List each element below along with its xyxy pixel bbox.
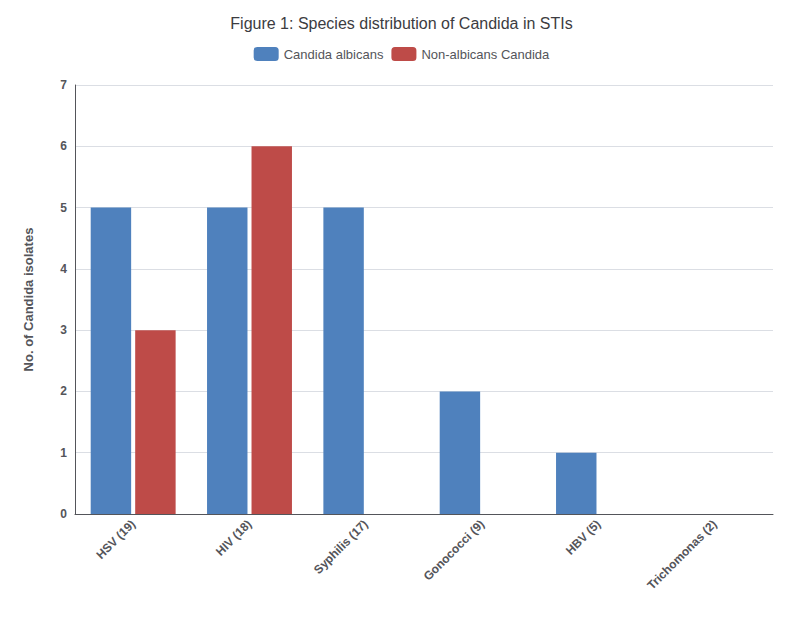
svg-text:Trichomonas (2): Trichomonas (2) — [644, 517, 719, 592]
svg-text:0: 0 — [60, 507, 67, 521]
svg-text:No. of Candida isolates: No. of Candida isolates — [21, 228, 36, 372]
svg-text:6: 6 — [60, 139, 67, 153]
svg-text:7: 7 — [60, 78, 67, 92]
svg-text:HBV (5): HBV (5) — [563, 517, 604, 558]
svg-text:HIV (18): HIV (18) — [213, 517, 254, 558]
svg-text:1: 1 — [60, 446, 67, 460]
svg-text:Candida albicans: Candida albicans — [284, 47, 384, 62]
svg-text:HSV (19): HSV (19) — [93, 517, 138, 562]
svg-text:Figure 1: Species distribution: Figure 1: Species distribution of Candid… — [230, 15, 572, 32]
svg-text:Gonococci (9): Gonococci (9) — [421, 517, 487, 583]
svg-text:4: 4 — [60, 262, 67, 276]
svg-text:3: 3 — [60, 323, 67, 337]
svg-text:Syphilis (17): Syphilis (17) — [311, 517, 371, 577]
svg-text:Non-albicans Candida: Non-albicans Candida — [421, 47, 550, 62]
svg-text:2: 2 — [60, 384, 67, 398]
svg-text:5: 5 — [60, 201, 67, 215]
